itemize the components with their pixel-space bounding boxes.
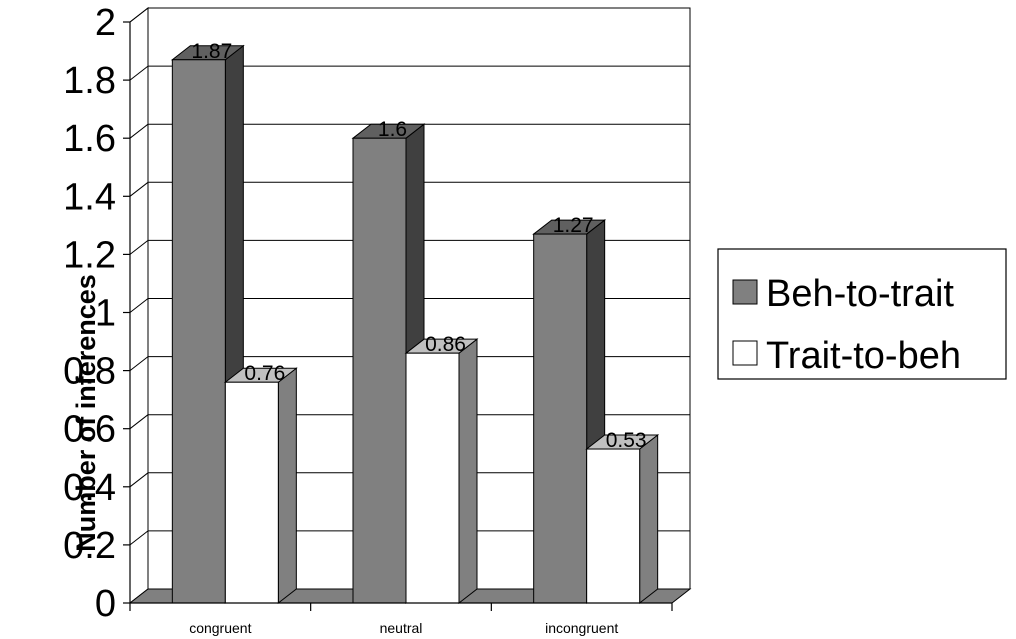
- gridline-side: [129, 181, 149, 197]
- gridline-side: [129, 530, 149, 546]
- gridline-side: [129, 414, 149, 430]
- bar-trait-to-beh-neutral-side: [458, 338, 478, 605]
- value-label-beh-to-trait-incongruent: 1.27: [553, 214, 594, 237]
- value-label-beh-to-trait-congruent: 1.87: [191, 40, 232, 63]
- legend-label-beh-to-trait: Beh-to-trait: [766, 273, 954, 315]
- bar-trait-to-beh-incongruent-side: [639, 434, 659, 605]
- legend-label-trait-to-beh: Trait-to-beh: [766, 335, 961, 377]
- category-label-congruent: congruent: [189, 620, 251, 636]
- y-axis-title: Number of inferences: [71, 274, 101, 552]
- axes: 0 0.2 0.4 0.6 0.8 1 1.2 1.4 1.6 1.8 2 congruent neut…: [63, 2, 673, 636]
- y-tick-label: 0.4: [63, 467, 116, 509]
- bar-beh-to-trait-neutral-front: [352, 137, 407, 604]
- category-label-incongruent: incongruent: [545, 620, 618, 636]
- y-tick-label: 0.2: [63, 525, 116, 567]
- bar-beh-to-trait-congruent: [170, 44, 245, 605]
- bars: [170, 44, 660, 605]
- bar-trait-to-beh-neutral-front: [405, 352, 460, 604]
- value-label-beh-to-trait-neutral: 1.6: [378, 118, 407, 141]
- gridline-side: [129, 472, 149, 488]
- y-tick-label: 0.6: [63, 409, 116, 451]
- gridline-side: [129, 298, 149, 313]
- legend-swatch-trait-to-beh: [732, 340, 758, 366]
- value-label-trait-to-beh-incongruent: 0.53: [606, 429, 647, 452]
- bar-trait-to-beh-neutral: [404, 338, 479, 605]
- y-tick-label: 1.2: [63, 234, 116, 276]
- bar-trait-to-beh-congruent: [223, 367, 298, 605]
- bar-beh-to-trait-incongruent-front: [533, 233, 588, 604]
- bar-beh-to-trait-congruent-front: [171, 59, 226, 604]
- value-label-trait-to-beh-congruent: 0.76: [244, 362, 285, 385]
- y-tick-label: 1.4: [63, 176, 116, 218]
- gridline-side: [129, 7, 149, 23]
- gridline-side: [129, 356, 149, 371]
- y-tick-label: 1: [95, 293, 116, 335]
- bar-trait-to-beh-incongruent-front: [586, 448, 641, 604]
- category-label-neutral: neutral: [380, 620, 423, 636]
- y-tick-label: 1.8: [63, 60, 116, 102]
- legend: Beh-to-trait Trait-to-beh: [717, 248, 1007, 380]
- y-tick-label: 1.6: [63, 118, 116, 160]
- gridline-side: [129, 123, 149, 139]
- value-label-trait-to-beh-neutral: 0.86: [425, 333, 466, 356]
- bar-trait-to-beh-congruent-side: [277, 367, 297, 605]
- gridline-side: [129, 65, 149, 81]
- value-labels: 1.87 0.76 1.6 0.86 1.27 0.53: [191, 40, 646, 452]
- y-tick-label: 0: [95, 583, 116, 625]
- gridline-side: [129, 240, 149, 255]
- bar-trait-to-beh-congruent-front: [224, 381, 279, 604]
- legend-swatch-beh-to-trait: [732, 279, 758, 305]
- legend-box: [717, 248, 1007, 380]
- y-tick-label: 0.8: [63, 351, 116, 393]
- bar-trait-to-beh-incongruent: [585, 434, 660, 605]
- y-tick-label: 2: [95, 2, 116, 44]
